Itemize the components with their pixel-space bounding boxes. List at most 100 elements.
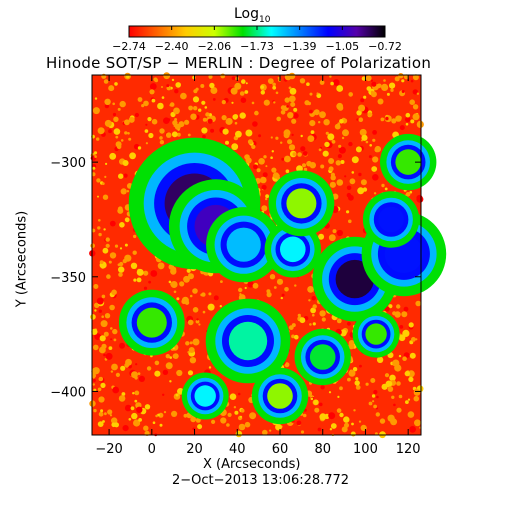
speckle: [260, 85, 265, 89]
speckle: [175, 393, 179, 397]
speckle: [396, 381, 401, 386]
speckle: [306, 160, 312, 167]
speckle: [398, 354, 402, 358]
speckle: [291, 118, 297, 124]
speckle: [186, 268, 191, 273]
speckle: [358, 172, 362, 177]
speckle: [260, 90, 265, 95]
speckle: [306, 82, 310, 86]
speckle: [97, 127, 105, 135]
speckle: [411, 337, 416, 342]
speckle: [105, 352, 113, 360]
speckle: [413, 389, 421, 396]
speckle: [103, 353, 106, 357]
speckle: [237, 392, 241, 396]
speckle: [239, 112, 246, 119]
speckle: [239, 91, 245, 96]
speckle: [158, 412, 164, 418]
speckle: [318, 148, 322, 152]
speckle: [284, 155, 291, 163]
speckle: [118, 173, 124, 179]
speckle: [130, 406, 135, 411]
speckle: [391, 118, 397, 124]
speckle: [342, 129, 349, 137]
speckle: [208, 366, 212, 369]
speckle: [389, 82, 396, 89]
speckle: [113, 116, 119, 123]
speckle: [288, 144, 296, 151]
speckle: [412, 74, 419, 81]
speckle: [401, 79, 405, 83]
speckle: [368, 401, 373, 406]
speckle: [124, 217, 130, 223]
speckle: [410, 119, 415, 124]
speckle: [252, 282, 259, 289]
speckle: [308, 299, 311, 302]
colorbar-tick-label: −2.74: [112, 40, 146, 53]
speckle: [280, 296, 283, 300]
speckle: [210, 128, 215, 133]
speckle: [263, 99, 270, 106]
speckle: [238, 287, 243, 293]
speckle: [407, 398, 411, 401]
speckle: [348, 219, 352, 224]
speckle: [143, 100, 149, 107]
speckle: [227, 412, 232, 417]
y-tick-label: −300: [50, 156, 86, 171]
speckle: [312, 304, 317, 309]
speckle: [351, 171, 355, 174]
speckle: [93, 151, 98, 155]
y-tick-label: −350: [50, 271, 86, 286]
speckle: [291, 334, 295, 339]
speckle: [381, 183, 385, 188]
speckle: [190, 416, 197, 423]
speckle: [245, 82, 248, 85]
speckle: [163, 72, 171, 80]
speckle: [91, 368, 99, 375]
speckle: [372, 174, 379, 181]
speckle: [328, 166, 334, 172]
speckle: [356, 110, 362, 116]
speckle: [329, 428, 333, 431]
speckle: [150, 270, 158, 277]
speckle: [376, 395, 379, 399]
speckle: [94, 333, 102, 340]
speckle: [321, 317, 326, 322]
speckle: [195, 319, 200, 324]
speckle: [262, 172, 268, 178]
speckle: [169, 102, 175, 107]
speckle: [258, 158, 265, 165]
speckle: [97, 195, 99, 198]
speckle: [157, 102, 164, 110]
speckle: [245, 157, 252, 164]
speckle: [240, 408, 245, 413]
speckle: [152, 421, 156, 425]
speckle: [98, 232, 102, 237]
speckle: [207, 303, 215, 311]
speckle: [288, 95, 296, 103]
speckle: [169, 356, 172, 359]
speckle: [365, 75, 372, 82]
speckle: [124, 119, 130, 126]
speckle: [105, 237, 110, 242]
speckle: [187, 370, 194, 376]
speckle: [303, 167, 308, 172]
speckle: [284, 287, 289, 292]
speckle: [251, 101, 255, 105]
speckle: [133, 278, 137, 282]
speckle: [287, 112, 294, 119]
polarization-regions: [118, 133, 447, 425]
speckle: [277, 76, 280, 80]
speckle: [348, 369, 356, 377]
speckle: [172, 347, 175, 350]
speckle: [159, 140, 165, 145]
speckle: [258, 134, 262, 138]
speckle: [192, 96, 200, 103]
speckle: [171, 410, 178, 417]
speckle: [336, 179, 344, 186]
speckle: [128, 418, 132, 421]
speckle: [358, 420, 362, 423]
speckle: [179, 281, 185, 287]
timestamp: 2−Oct−2013 13:06:28.772: [172, 473, 350, 488]
speckle: [309, 120, 316, 127]
